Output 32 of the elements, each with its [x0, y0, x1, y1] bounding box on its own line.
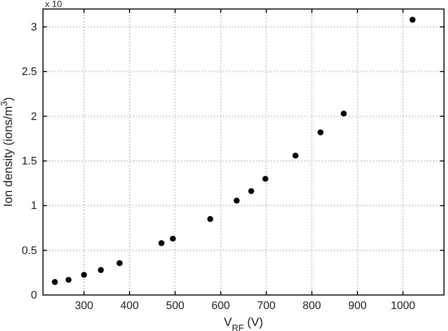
- point: [340, 110, 347, 117]
- y-tick-label: 3: [30, 21, 37, 34]
- x-axis-title: V$_{RF}$ (V): [224, 315, 264, 331]
- y-tick-label: 2: [30, 110, 37, 123]
- y-tick-label: 0.5: [22, 244, 37, 257]
- y-tick-label: 1: [30, 200, 37, 212]
- point: [81, 272, 87, 278]
- point: [318, 129, 324, 136]
- point: [292, 152, 298, 159]
- y-tick-label: 1.5: [22, 155, 37, 168]
- text: x 10: [45, 0, 62, 9]
- x-tick-label: 700: [257, 300, 276, 312]
- x-tick-label: 600: [212, 300, 230, 312]
- point: [52, 279, 58, 286]
- point: [207, 216, 214, 222]
- x-tick-label: 400: [120, 300, 139, 312]
- point: [116, 260, 123, 266]
- point: [234, 198, 240, 204]
- x-tick-label: 300: [74, 300, 94, 312]
- point: [170, 236, 176, 242]
- point: [248, 188, 254, 194]
- point: [410, 16, 416, 23]
- x-tick-label: 1000: [390, 300, 416, 312]
- point: [262, 176, 268, 182]
- y-tick-label: 0: [30, 290, 37, 302]
- x-tick-label: 500: [166, 300, 184, 312]
- x-tick-label: 800: [302, 300, 322, 312]
- x-tick-label: 900: [348, 300, 367, 312]
- point: [158, 240, 164, 246]
- point: [66, 276, 72, 283]
- point: [98, 266, 104, 273]
- y-tick-label: 2.5: [22, 66, 37, 78]
